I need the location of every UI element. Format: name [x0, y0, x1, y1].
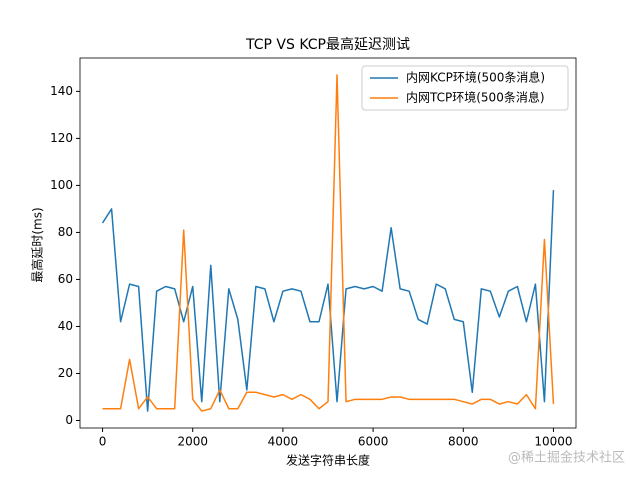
line-series: [101, 190, 555, 412]
legend-label: 内网TCP环境(500条消息): [406, 90, 545, 105]
x-tick-label: 8000: [448, 435, 479, 449]
y-tick-label: 100: [50, 178, 73, 192]
y-tick-label: 40: [58, 319, 73, 333]
x-tick-label: 10000: [534, 435, 572, 449]
y-tick-label: 60: [58, 272, 73, 286]
x-tick-label: 2000: [177, 435, 208, 449]
y-tick-label: 20: [58, 366, 73, 380]
y-tick-label: 0: [65, 413, 73, 427]
line-series: [102, 74, 555, 412]
chart-title: TCP VS KCP最高延迟测试: [245, 36, 410, 53]
legend-label: 内网KCP环境(500条消息): [406, 70, 545, 85]
x-tick-label: 6000: [358, 435, 389, 449]
y-tick-label: 120: [50, 131, 73, 145]
plot-frame: [79, 57, 577, 429]
watermark: @稀土掘金技术社区: [508, 450, 625, 466]
x-tick-label: 0: [99, 435, 107, 449]
x-tick-label: 4000: [268, 435, 299, 449]
x-axis-label: 发送字符串长度: [286, 453, 370, 468]
legend-box: [361, 65, 569, 111]
y-axis-label: 最高延时(ms): [30, 207, 45, 282]
y-tick-label: 80: [58, 225, 73, 239]
y-tick-label: 140: [50, 84, 73, 98]
